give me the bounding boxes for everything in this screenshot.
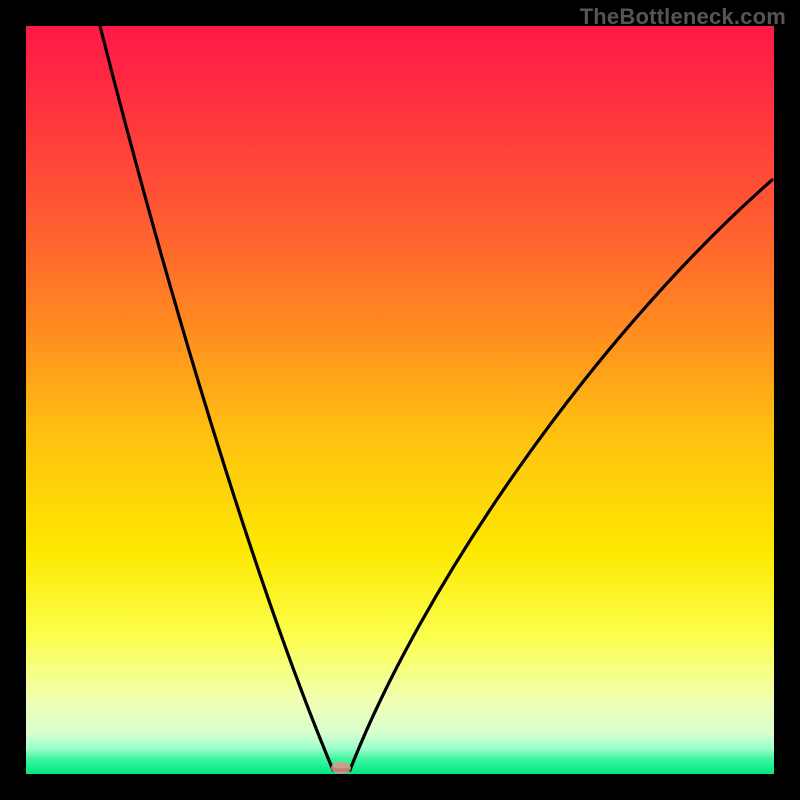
- chart-frame: TheBottleneck.com: [0, 0, 800, 800]
- optimal-point-marker: [331, 762, 351, 774]
- watermark-text: TheBottleneck.com: [580, 4, 786, 30]
- bottleneck-chart: [0, 0, 800, 800]
